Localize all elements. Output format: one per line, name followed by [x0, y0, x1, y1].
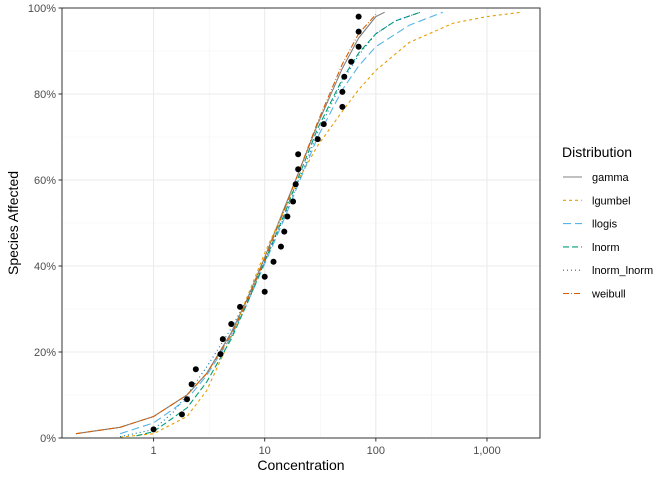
y-tick-label: 40%: [34, 261, 56, 273]
data-point: [355, 28, 362, 35]
data-point: [281, 228, 288, 235]
legend-label-weibull: weibull: [591, 289, 626, 301]
data-point: [261, 288, 268, 295]
legend-label-lgumbel: lgumbel: [592, 195, 631, 207]
y-tick-label: 80%: [34, 89, 56, 101]
curve-llogis: [119, 11, 443, 435]
legend-label-gamma: gamma: [592, 172, 630, 184]
data-point: [314, 136, 321, 143]
data-point: [295, 151, 302, 158]
y-tick-label: 100%: [28, 3, 56, 15]
curve-lgumbel: [120, 11, 521, 438]
data-point: [290, 198, 297, 205]
distribution-curves: [75, 11, 521, 438]
curve-lnorm: [136, 11, 421, 437]
x-axis-title: Concentration: [257, 457, 344, 473]
data-point: [270, 258, 277, 265]
x-axis-ticks: 1 10 100 1,000: [151, 438, 501, 457]
y-axis-ticks: 0% 20% 40% 60% 80% 100%: [28, 3, 62, 445]
data-point: [292, 181, 299, 188]
data-point: [261, 273, 268, 280]
legend-label-lnorm: lnorm: [592, 242, 620, 254]
y-tick-label: 60%: [34, 175, 56, 187]
x-tick-label: 10: [259, 445, 271, 457]
data-point: [184, 396, 191, 403]
x-tick-label: 1,000: [473, 445, 501, 457]
data-point: [192, 366, 199, 373]
y-tick-label: 0%: [40, 433, 56, 445]
curve-lnorm-lnorm: [119, 11, 421, 438]
x-tick-label: 1: [151, 445, 157, 457]
data-point: [188, 381, 195, 388]
data-point: [228, 321, 235, 328]
data-point: [320, 121, 327, 128]
data-point: [277, 243, 284, 250]
data-point: [150, 426, 157, 433]
data-point: [339, 88, 346, 95]
data-point: [217, 351, 224, 358]
minor-gridlines: [62, 8, 540, 438]
panel-border: [61, 7, 541, 439]
legend-label-lnorm-lnorm: lnorm_lnorm: [592, 265, 653, 277]
legend-title: Distribution: [562, 144, 632, 160]
data-point: [355, 13, 362, 20]
data-point: [355, 43, 362, 50]
x-tick-label: 100: [367, 445, 385, 457]
data-point: [348, 58, 355, 65]
data-point: [295, 166, 302, 173]
data-point: [339, 103, 346, 110]
data-points: [150, 13, 362, 433]
data-point: [237, 303, 244, 310]
y-axis-title: Species Affected: [5, 171, 21, 275]
data-point: [341, 73, 348, 80]
curve-weibull: [75, 14, 377, 435]
legend-label-llogis: llogis: [592, 219, 618, 231]
legend: Distribution gamma lgumbel llogis lnorm lnor…: [562, 144, 653, 301]
data-point: [178, 411, 185, 418]
data-point: [284, 213, 291, 220]
data-point: [219, 336, 226, 343]
y-tick-label: 20%: [34, 347, 56, 359]
